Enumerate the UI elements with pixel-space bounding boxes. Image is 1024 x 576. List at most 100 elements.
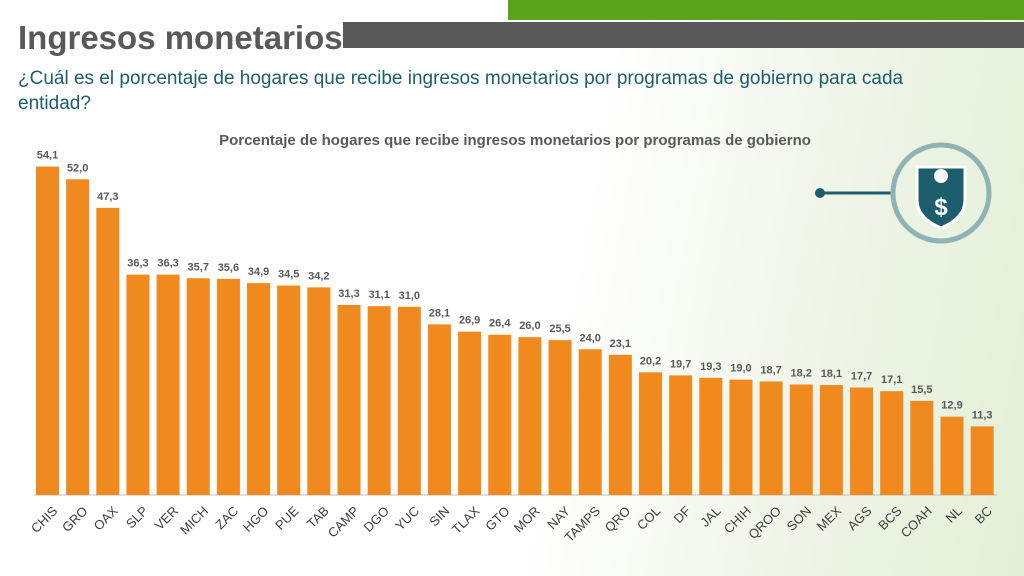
value-labels-group: 54,1 52,0 47,3 36,3 36,3 35,7 35,6 34,9 34,5 34,2… xyxy=(37,150,993,422)
svg-text:$: $ xyxy=(934,194,948,221)
value-label: 19,7 xyxy=(670,358,691,370)
category-label: PUE xyxy=(272,503,302,533)
category-label: MICH xyxy=(177,503,211,537)
value-label: 20,2 xyxy=(640,355,661,367)
category-label: MOR xyxy=(511,503,543,535)
category-label: BC xyxy=(972,503,995,526)
category-label: SON xyxy=(784,503,815,534)
category-label: OAX xyxy=(91,503,121,533)
bar-nay xyxy=(548,340,572,495)
category-label: YUC xyxy=(392,503,422,533)
bar-hgo xyxy=(247,283,271,495)
value-label: 19,0 xyxy=(730,363,751,375)
top-green-band xyxy=(508,0,1024,20)
value-label: 31,0 xyxy=(399,290,420,302)
bar-nl xyxy=(940,416,964,495)
value-label: 26,9 xyxy=(459,315,480,327)
category-label: DGO xyxy=(361,503,393,535)
value-label: 15,5 xyxy=(911,384,932,396)
value-label: 25,5 xyxy=(549,323,570,335)
bar-qro xyxy=(608,354,632,495)
value-label: 35,7 xyxy=(188,261,209,273)
bar-coah xyxy=(910,400,934,495)
category-label: HGO xyxy=(240,503,272,535)
bar-tamps xyxy=(578,349,602,495)
value-label: 11,3 xyxy=(972,409,993,421)
value-label: 54,1 xyxy=(37,150,58,162)
category-label: NL xyxy=(943,503,965,525)
value-label: 34,9 xyxy=(248,266,269,278)
bar-ags xyxy=(850,387,874,495)
category-label: DF xyxy=(671,503,694,526)
value-label: 12,9 xyxy=(941,400,962,412)
bar-chis xyxy=(36,166,59,496)
page-title: Ingresos monetarios xyxy=(18,19,343,56)
bar-mor xyxy=(518,337,542,495)
bar-camp xyxy=(337,304,361,495)
bar-qroo xyxy=(759,381,783,495)
value-label: 17,7 xyxy=(851,371,872,383)
bar-chih xyxy=(729,379,753,495)
category-label: COL xyxy=(634,503,664,533)
bar-sin xyxy=(427,324,451,495)
category-label: GRO xyxy=(59,503,91,535)
category-label: CAMP xyxy=(325,503,362,540)
question-text: ¿Cuál es el porcentaje de hogares que re… xyxy=(18,68,904,114)
bar-yuc xyxy=(397,306,421,495)
category-label: AGS xyxy=(844,503,874,533)
value-label: 26,4 xyxy=(489,318,511,330)
bars-group xyxy=(36,166,994,496)
category-label: CHIS xyxy=(28,503,61,536)
value-label: 28,1 xyxy=(429,307,450,319)
value-label: 52,0 xyxy=(67,162,88,174)
bar-col xyxy=(639,372,662,495)
category-label: COAH xyxy=(898,503,935,540)
value-label: 36,3 xyxy=(127,258,148,270)
value-label: 23,1 xyxy=(610,338,631,350)
value-label: 34,5 xyxy=(278,269,299,281)
bar-tab xyxy=(307,287,331,495)
value-label: 35,6 xyxy=(218,262,239,274)
value-label: 17,1 xyxy=(881,374,902,386)
bar-oax xyxy=(96,207,120,496)
category-label: GTO xyxy=(482,503,512,533)
value-label: 24,0 xyxy=(579,332,600,344)
category-label: TLAX xyxy=(449,503,483,537)
bar-mich xyxy=(186,278,210,495)
bar-slp xyxy=(126,274,150,495)
money-shield-icon: $ xyxy=(815,142,992,244)
bar-gro xyxy=(66,179,90,496)
chart-title: Porcentaje de hogares que recibe ingreso… xyxy=(219,132,811,149)
bar-pue xyxy=(277,285,301,495)
category-label: VER xyxy=(151,503,181,533)
category-label: QROO xyxy=(745,503,784,542)
bar-df xyxy=(669,375,693,495)
bar-dgo xyxy=(367,306,391,495)
value-label: 47,3 xyxy=(97,191,118,203)
value-label: 18,1 xyxy=(821,368,842,380)
value-label: 31,3 xyxy=(338,288,359,300)
bar-bcs xyxy=(880,391,904,495)
category-label: MEX xyxy=(814,503,845,534)
value-label: 19,3 xyxy=(700,361,721,373)
category-label: QRO xyxy=(602,503,634,535)
bar-mex xyxy=(819,385,843,495)
value-label: 31,1 xyxy=(368,289,389,301)
value-label: 26,0 xyxy=(519,320,540,332)
bar-bc xyxy=(970,426,994,495)
value-label: 18,7 xyxy=(760,364,781,376)
bar-gto xyxy=(488,334,512,495)
value-label: 36,3 xyxy=(157,258,178,270)
bar-jal xyxy=(699,377,723,495)
value-label: 18,2 xyxy=(791,368,812,380)
bar-ver xyxy=(156,274,180,495)
title-gray-bar xyxy=(343,22,1024,48)
value-label: 34,2 xyxy=(308,270,329,282)
bar-zac xyxy=(216,278,240,495)
category-label: SLP xyxy=(123,503,151,531)
bar-son xyxy=(789,384,813,495)
bar-tlax xyxy=(458,331,482,495)
category-label: ZAC xyxy=(212,503,241,532)
